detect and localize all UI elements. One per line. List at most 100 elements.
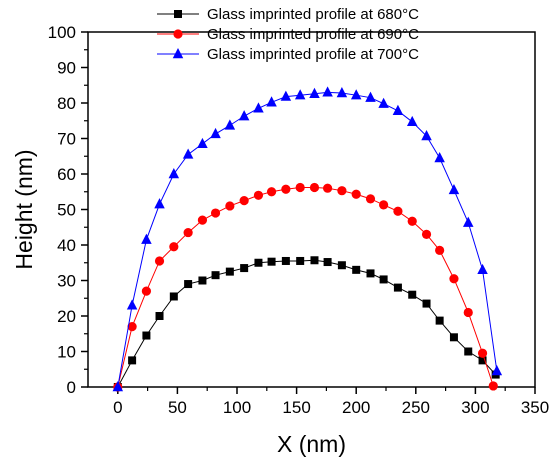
data-point — [435, 245, 445, 255]
data-point — [421, 130, 432, 141]
data-point — [351, 189, 361, 199]
data-point — [421, 229, 432, 239]
data-point — [266, 96, 277, 107]
data-point — [379, 275, 388, 284]
y-axis-title: Height (nm) — [11, 149, 37, 269]
data-point — [141, 233, 152, 244]
y-tick-label: 20 — [57, 307, 76, 326]
data-point — [280, 90, 292, 101]
data-point — [240, 264, 249, 273]
data-point — [449, 333, 458, 342]
y-tick-label: 70 — [57, 130, 76, 149]
data-point — [155, 312, 164, 320]
x-tick-label: 100 — [223, 398, 251, 417]
legend-item: Glass imprinted profile at 680°C — [157, 6, 419, 23]
data-point — [281, 256, 290, 265]
x-axis-title: X (nm) — [277, 431, 346, 457]
data-point — [141, 286, 152, 296]
data-point — [491, 365, 503, 376]
data-point — [254, 258, 263, 267]
y-tick-label: 40 — [57, 236, 76, 255]
data-point — [267, 257, 276, 266]
data-point — [253, 190, 264, 200]
data-point — [337, 186, 347, 196]
legend-label: Glass imprinted profile at 680°C — [207, 6, 419, 23]
legend-item: Glass imprinted profile at 700°C — [157, 46, 419, 63]
data-point — [406, 115, 418, 127]
y-tick-label: 90 — [57, 59, 76, 78]
data-point — [238, 110, 250, 121]
data-point — [309, 182, 320, 193]
data-point — [379, 200, 389, 210]
legend-marker — [173, 29, 183, 39]
data-point — [294, 89, 306, 100]
x-tick-label: 150 — [282, 398, 310, 417]
data-point — [127, 322, 137, 332]
data-point — [197, 137, 208, 149]
data-point — [488, 381, 498, 391]
x-tick-label: 300 — [461, 398, 489, 417]
x-tick-label: 250 — [402, 398, 430, 417]
legend-label: Glass imprinted profile at 690°C — [207, 26, 419, 43]
data-point — [336, 87, 348, 98]
plot-frame — [87, 31, 536, 388]
data-point — [378, 97, 389, 108]
data-point — [182, 148, 194, 159]
data-point — [365, 194, 376, 204]
data-point — [422, 299, 431, 308]
data-point — [337, 261, 346, 270]
x-axis: 0 50 100 150 200 250 300 350 — [113, 387, 549, 417]
data-point — [210, 127, 221, 139]
data-point — [462, 216, 474, 227]
data-point — [112, 381, 124, 392]
data-point — [408, 290, 417, 299]
data-point — [464, 347, 473, 356]
data-point — [154, 198, 165, 209]
series-circle — [113, 182, 498, 392]
legend-marker — [172, 48, 184, 59]
data-point — [142, 331, 151, 340]
y-axis: 0 10 20 30 40 50 60 70 80 90 100 — [48, 23, 88, 397]
x-tick-label: 50 — [168, 398, 187, 417]
series-line — [117, 186, 494, 388]
data-point — [210, 208, 221, 218]
data-point — [224, 119, 236, 130]
data-point — [211, 271, 220, 280]
data-point — [393, 283, 402, 292]
x-tick-label: 350 — [521, 398, 549, 417]
data-point — [434, 152, 445, 163]
data-point — [198, 276, 207, 285]
data-point — [322, 86, 333, 97]
data-point — [168, 168, 180, 179]
data-point — [350, 89, 362, 100]
y-tick-label: 60 — [57, 165, 76, 184]
data-point — [126, 299, 138, 310]
data-point — [128, 356, 137, 365]
data-point — [309, 87, 320, 98]
data-point — [169, 292, 178, 301]
data-point — [296, 256, 305, 265]
data-point — [477, 348, 488, 358]
y-tick-label: 100 — [48, 23, 76, 42]
data-point — [154, 256, 165, 266]
x-tick-label: 0 — [113, 398, 122, 417]
legend-label: Glass imprinted profile at 700°C — [207, 46, 419, 63]
data-point — [365, 91, 376, 102]
legend-item: Glass imprinted profile at 690°C — [157, 26, 419, 43]
data-point — [448, 183, 460, 195]
y-tick-label: 10 — [57, 343, 76, 362]
series-triangle — [112, 86, 503, 392]
y-tick-label: 80 — [57, 94, 76, 113]
data-point — [266, 187, 277, 197]
data-point — [323, 258, 332, 267]
data-point — [253, 102, 264, 113]
series-layer — [112, 86, 503, 392]
data-point — [295, 182, 305, 193]
data-point — [310, 256, 319, 265]
data-point — [407, 216, 417, 226]
legend: Glass imprinted profile at 680°C Glass im… — [157, 6, 419, 63]
y-tick-label: 50 — [57, 201, 76, 220]
x-tick-label: 200 — [342, 398, 370, 417]
data-point — [225, 267, 234, 276]
